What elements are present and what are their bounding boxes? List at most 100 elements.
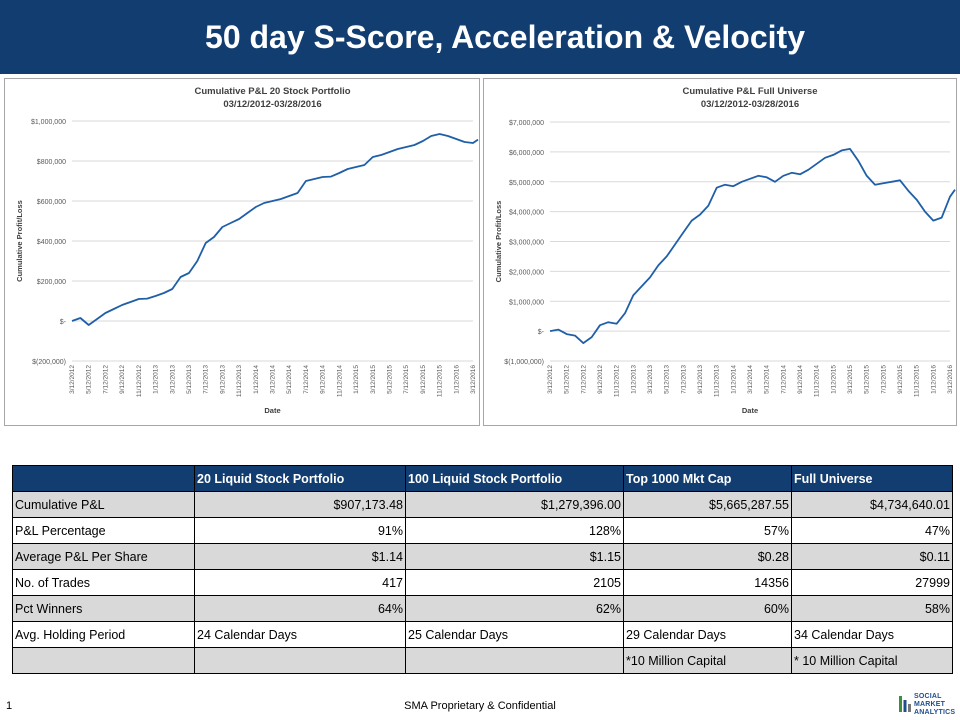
series-line [71, 133, 479, 326]
logo-text: MARKET [914, 701, 946, 708]
chart-full-universe: Cumulative P&L Full Universe 03/12/2012-0… [483, 78, 957, 426]
table-cell: $1.14 [194, 543, 406, 570]
y-tick-label: $1,000,000 [31, 119, 66, 126]
x-tick-label: 11/12/2013 [236, 365, 243, 397]
chart-20-stock-portfolio: Cumulative P&L 20 Stock Portfolio 03/12/2… [4, 78, 480, 426]
logo-text: SOCIAL [914, 693, 942, 700]
x-tick-label: 11/12/2015 [914, 365, 921, 397]
x-tick-label: 7/12/2014 [780, 365, 787, 394]
x-tick-label: 11/12/2012 [136, 365, 143, 397]
x-tick-label: 5/12/2015 [864, 365, 871, 394]
x-tick-label: 9/12/2014 [320, 365, 327, 394]
page-title: 50 day S-Score, Acceleration & Velocity [205, 19, 805, 55]
x-tick-label: 11/12/2012 [614, 365, 621, 397]
series-line [549, 148, 956, 345]
row-label: Avg. Holding Period [12, 621, 195, 648]
row-label: Cumulative P&L [12, 491, 195, 518]
row-label: Pct Winners [12, 595, 195, 622]
y-tick-label: $6,000,000 [509, 150, 544, 157]
y-tick-label: $- [60, 319, 67, 326]
y-tick-label: $4,000,000 [509, 210, 544, 217]
x-tick-label: 5/12/2013 [664, 365, 671, 394]
y-tick-label: $- [538, 329, 545, 336]
table-header-cell: 100 Liquid Stock Portfolio [405, 465, 624, 492]
y-tick-label: $5,000,000 [509, 180, 544, 187]
x-tick-label: 3/12/2016 [947, 365, 954, 394]
row-label: Average P&L Per Share [12, 543, 195, 570]
logo-text: ANALYTICS [914, 709, 956, 716]
table-row: No. of Trades 417 2105 14356 27999 [12, 569, 953, 596]
table-cell: $0.11 [791, 543, 953, 570]
table-cell: 27999 [791, 569, 953, 596]
table-cell: $1,279,396.00 [405, 491, 624, 518]
x-axis-label: Date [742, 406, 758, 415]
x-tick-label: 11/12/2015 [437, 365, 444, 397]
confidential-notice: SMA Proprietary & Confidential [404, 700, 556, 712]
table-cell: 14356 [623, 569, 792, 596]
table-cell: 2105 [405, 569, 624, 596]
y-tick-label: $3,000,000 [509, 240, 544, 247]
logo-mark-icon [899, 696, 911, 712]
chart-title: Cumulative P&L Full Universe [683, 86, 818, 97]
x-tick-label: 7/12/2015 [880, 365, 887, 394]
table-cell: 25 Calendar Days [405, 621, 624, 648]
x-tick-label: 5/12/2015 [386, 365, 393, 394]
table-cell: $1.15 [405, 543, 624, 570]
y-tick-label: $800,000 [37, 159, 66, 166]
table-cell [194, 647, 406, 674]
y-tick-label: $(200,000) [32, 359, 66, 366]
x-tick-label: 9/12/2012 [597, 365, 604, 394]
x-tick-label: 3/12/2012 [69, 365, 76, 394]
x-tick-label: 7/12/2012 [580, 365, 587, 394]
chart-subtitle: 03/12/2012-03/28/2016 [701, 99, 799, 110]
x-tick-label: 5/12/2012 [564, 365, 571, 394]
x-tick-label: 7/12/2013 [203, 365, 210, 394]
x-tick-label: 3/12/2015 [847, 365, 854, 394]
x-tick-label: 9/12/2015 [420, 365, 427, 394]
x-axis-label: Date [264, 406, 280, 415]
y-tick-label: $1,000,000 [509, 299, 544, 306]
table-cell: 24 Calendar Days [194, 621, 406, 648]
x-tick-label: 9/12/2014 [797, 365, 804, 394]
table-cell: 64% [194, 595, 406, 622]
x-tick-label: 3/12/2012 [547, 365, 554, 394]
table-row: Cumulative P&L $907,173.48 $1,279,396.00… [12, 491, 953, 518]
x-tick-label: 3/12/2013 [647, 365, 654, 394]
x-tick-label: 1/12/2013 [153, 365, 160, 394]
table-cell: $4,734,640.01 [791, 491, 953, 518]
row-label: No. of Trades [12, 569, 195, 596]
x-tick-label: 7/12/2013 [680, 365, 687, 394]
x-tick-label: 9/12/2013 [697, 365, 704, 394]
table-cell: *10 Million Capital [623, 647, 792, 674]
x-tick-label: 3/12/2016 [470, 365, 477, 394]
table-header-cell: Top 1000 Mkt Cap [623, 465, 792, 492]
row-label: P&L Percentage [12, 517, 195, 544]
table-row: Pct Winners 64% 62% 60% 58% [12, 595, 953, 622]
chart-20-stock-svg: Cumulative P&L 20 Stock Portfolio 03/12/2… [15, 86, 479, 415]
y-tick-label: $2,000,000 [509, 269, 544, 276]
title-banner: 50 day S-Score, Acceleration & Velocity [0, 0, 960, 74]
chart-title: Cumulative P&L 20 Stock Portfolio [194, 86, 350, 97]
table-cell: 57% [623, 517, 792, 544]
table-cell: $0.28 [623, 543, 792, 570]
x-tick-label: 7/12/2012 [102, 365, 109, 394]
table-cell: 62% [405, 595, 624, 622]
x-tick-label: 5/12/2014 [764, 365, 771, 394]
table-cell: 91% [194, 517, 406, 544]
x-tick-label: 11/12/2014 [814, 365, 821, 397]
table-row: *10 Million Capital * 10 Million Capital [12, 647, 953, 674]
y-tick-label: $600,000 [37, 199, 66, 206]
x-tick-label: 9/12/2015 [897, 365, 904, 394]
table-cell: 58% [791, 595, 953, 622]
table-cell: 34 Calendar Days [791, 621, 953, 648]
y-tick-label: $7,000,000 [509, 120, 544, 127]
y-tick-label: $400,000 [37, 239, 66, 246]
table-cell: 29 Calendar Days [623, 621, 792, 648]
x-tick-label: 1/12/2016 [453, 365, 460, 394]
table-cell: 128% [405, 517, 624, 544]
y-tick-label: $200,000 [37, 279, 66, 286]
table-header-row: 20 Liquid Stock Portfolio 100 Liquid Sto… [12, 465, 953, 492]
table-cell: $907,173.48 [194, 491, 406, 518]
x-tick-label: 9/12/2013 [219, 365, 226, 394]
x-tick-label: 3/12/2015 [370, 365, 377, 394]
